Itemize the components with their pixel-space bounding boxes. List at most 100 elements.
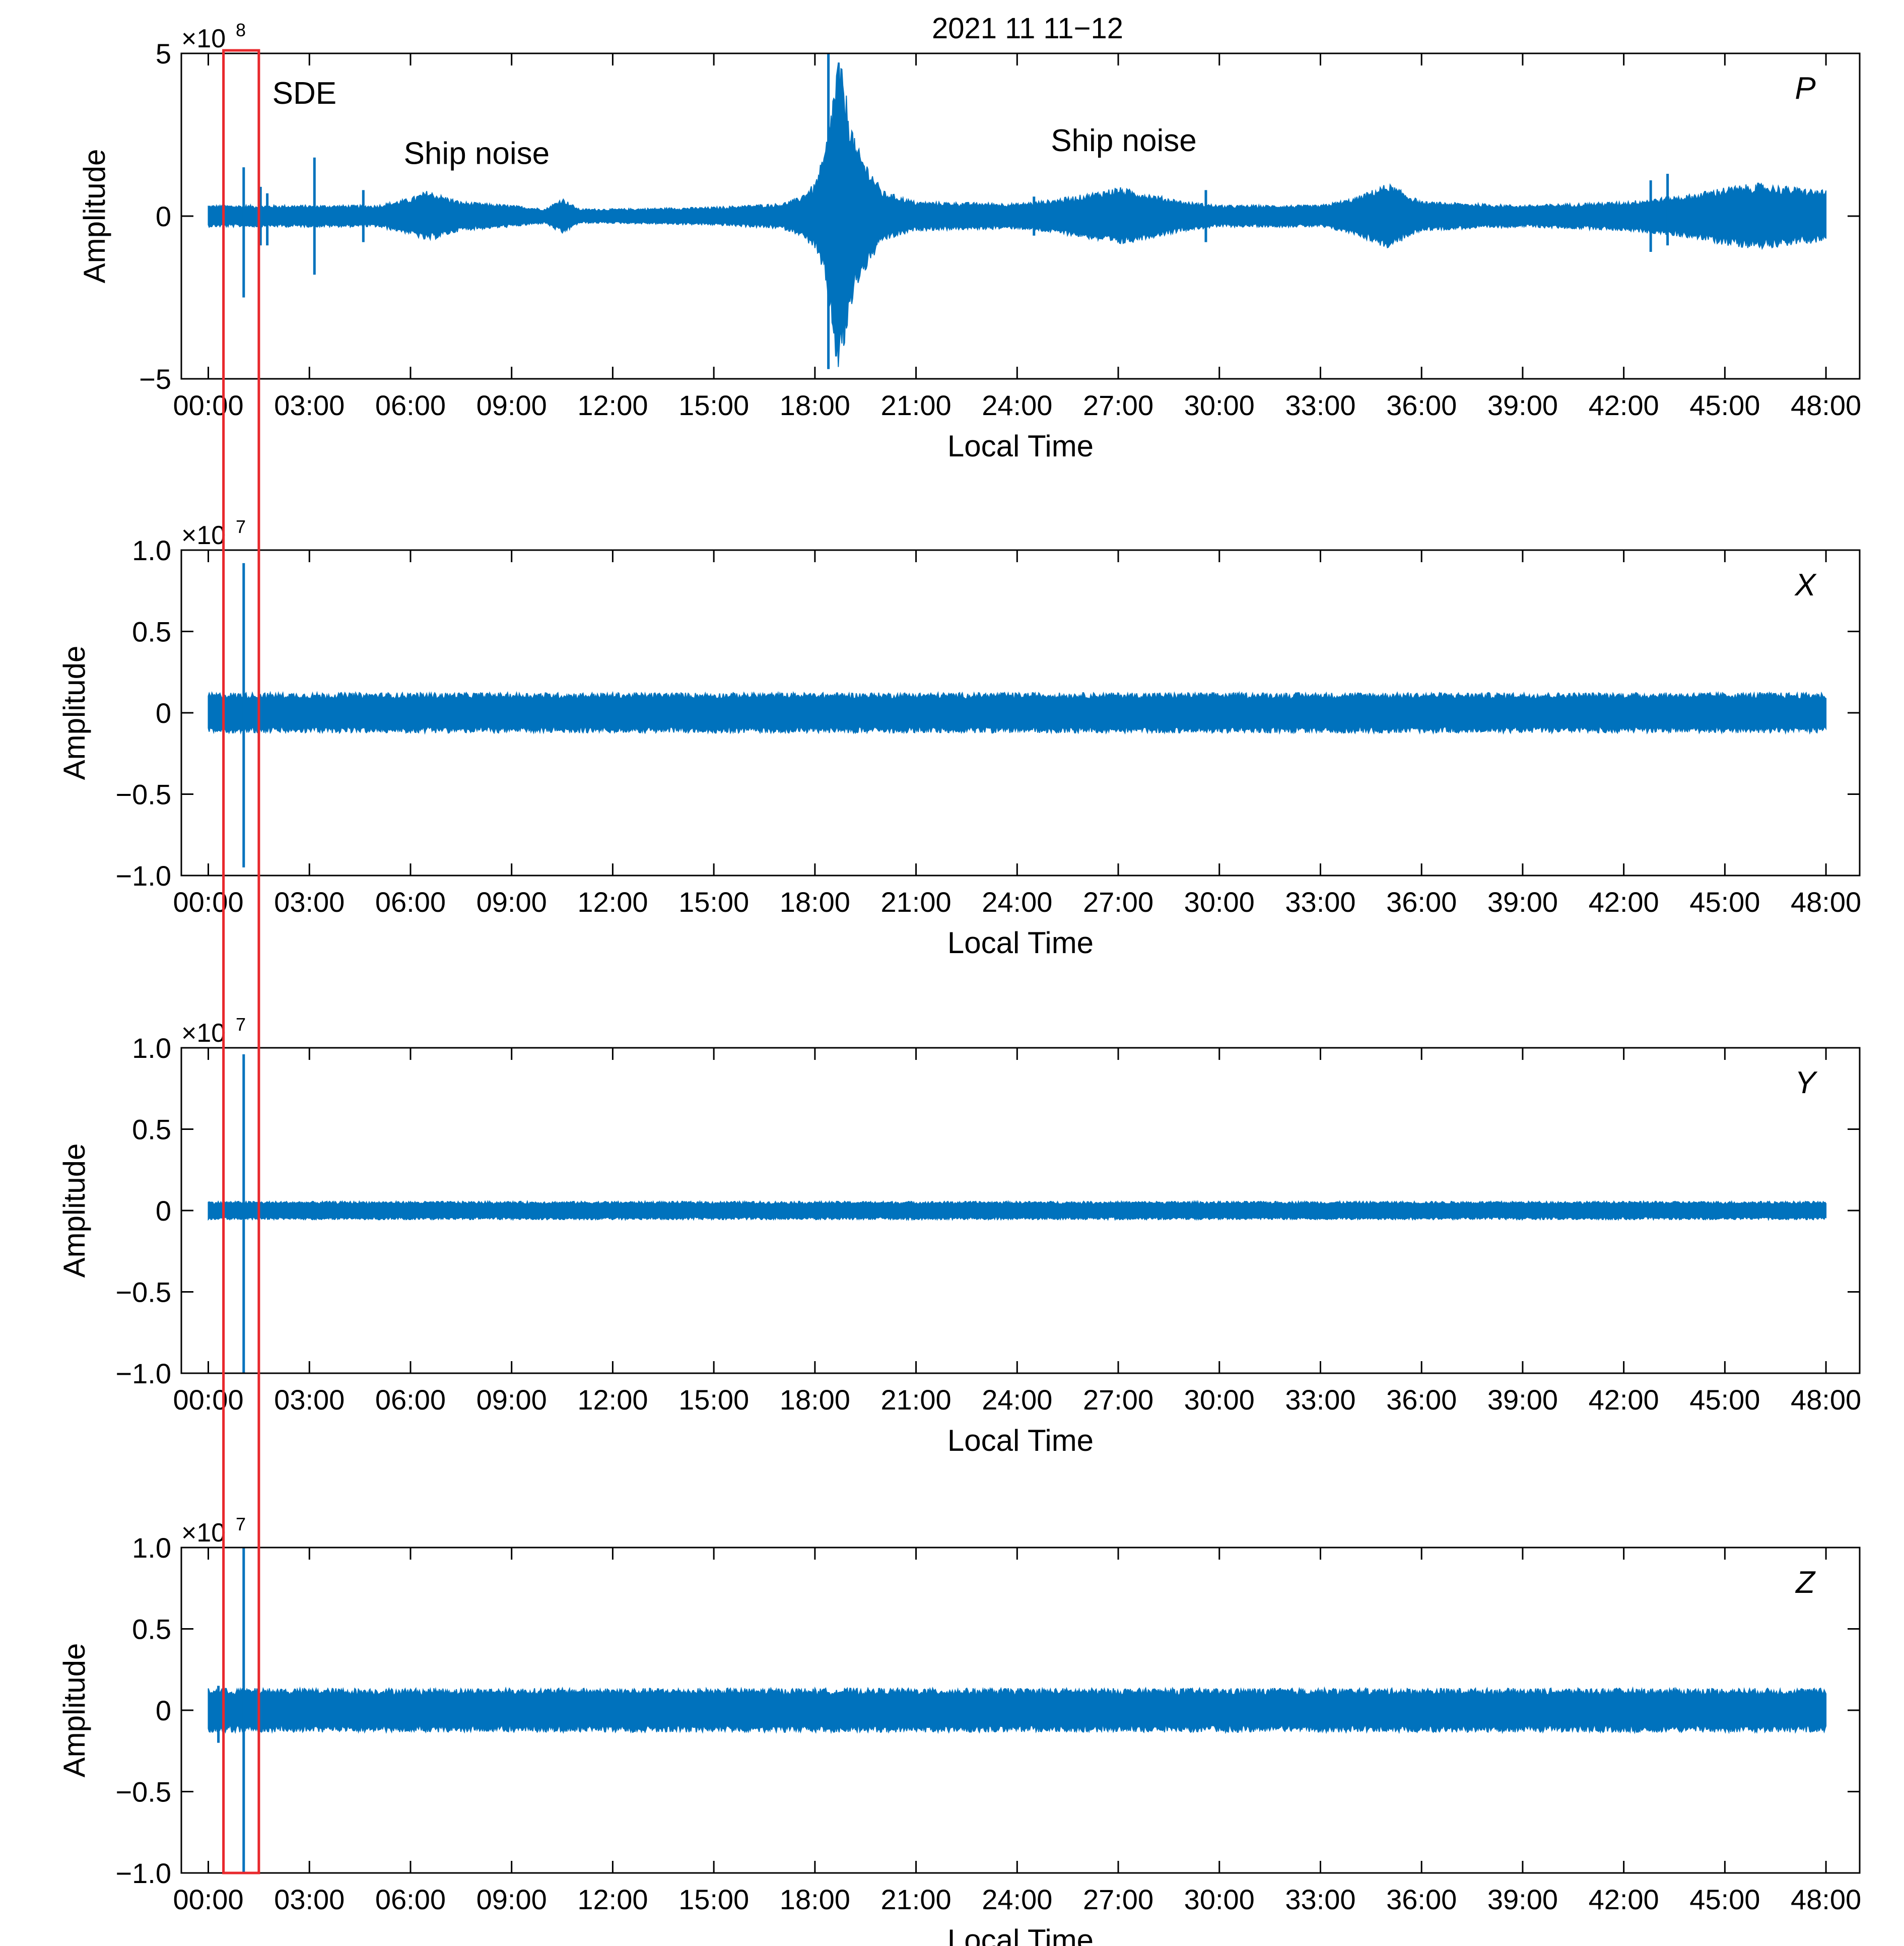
channel-label: Z	[1795, 1565, 1816, 1600]
x-tick-label: 24:00	[982, 1384, 1052, 1416]
y-axis-label: Amplitude	[57, 646, 91, 780]
x-tick-label: 39:00	[1487, 389, 1558, 421]
y-tick-label: −1.0	[115, 1358, 171, 1389]
noise-band-fill	[208, 62, 1827, 367]
noise-band	[208, 53, 1827, 369]
y-exponent-power: 7	[236, 1014, 246, 1035]
noise-band-fill	[208, 1199, 1827, 1222]
x-tick-label: 21:00	[881, 1884, 951, 1915]
x-tick-label: 45:00	[1689, 389, 1760, 421]
y-tick-label: 0	[156, 1695, 171, 1726]
x-tick-label: 36:00	[1386, 1384, 1457, 1416]
x-tick-label: 39:00	[1487, 1384, 1558, 1416]
x-tick-label: 24:00	[982, 1884, 1052, 1915]
x-axis-label: Local Time	[947, 926, 1094, 960]
y-exponent-power: 7	[236, 516, 246, 537]
panel-x: 00:00 03:00 06:00 09:00 12:00 15:00 18:00 21:00…	[57, 516, 1861, 960]
x-tick-label: 12:00	[577, 1384, 648, 1416]
x-tick-label: 45:00	[1689, 1884, 1760, 1915]
y-tick-label: 0	[156, 1195, 171, 1227]
x-tick-label: 36:00	[1386, 389, 1457, 421]
x-tick-label: 00:00	[173, 1384, 243, 1416]
noise-band	[208, 563, 1827, 867]
x-tick-label: 18:00	[780, 1384, 850, 1416]
annotation-1: Ship noise	[404, 137, 550, 171]
x-tick-label: 09:00	[477, 1884, 547, 1915]
x-tick-label: 39:00	[1487, 886, 1558, 918]
channel-label: P	[1795, 71, 1815, 106]
x-tick-label: 00:00	[173, 886, 243, 918]
x-tick-label: 00:00	[173, 389, 243, 421]
x-tick-label: 30:00	[1184, 886, 1255, 918]
x-tick-label: 21:00	[881, 389, 951, 421]
x-tick-label: 06:00	[375, 389, 446, 421]
x-tick-label: 33:00	[1285, 1884, 1355, 1915]
y-exponent-label: ×10	[181, 521, 226, 550]
y-tick-label: −1.0	[115, 860, 171, 892]
x-tick-label: 27:00	[1083, 389, 1153, 421]
panel-z: 00:00 03:00 06:00 09:00 12:00 15:00 18:00 21:00…	[57, 1514, 1861, 1946]
y-tick-label: −0.5	[115, 779, 171, 811]
x-tick-label: 36:00	[1386, 1884, 1457, 1915]
y-exponent-label: ×10	[181, 24, 226, 53]
noise-band	[208, 1548, 1827, 1873]
y-tick-label: 0	[156, 697, 171, 729]
x-tick-label: 12:00	[577, 389, 648, 421]
y-tick-label: −0.5	[115, 1277, 171, 1308]
y-exponent-power: 8	[236, 20, 246, 40]
x-tick-label: 36:00	[1386, 886, 1457, 918]
x-tick-label: 18:00	[780, 1884, 850, 1915]
noise-band-fill	[208, 1686, 1827, 1734]
y-axis-label: Amplitude	[57, 1643, 91, 1778]
x-tick-label: 12:00	[577, 886, 648, 918]
x-tick-label: 30:00	[1184, 1384, 1255, 1416]
x-tick-label: 06:00	[375, 1384, 446, 1416]
x-tick-label: 48:00	[1791, 1884, 1861, 1915]
x-tick-label: 39:00	[1487, 1884, 1558, 1915]
x-axis-label: Local Time	[947, 429, 1094, 463]
x-tick-label: 45:00	[1689, 1384, 1760, 1416]
panel-y: 00:00 03:00 06:00 09:00 12:00 15:00 18:00 21:00…	[57, 1014, 1861, 1457]
highlight-layer	[222, 49, 260, 1874]
y-tick-label: −1.0	[115, 1857, 171, 1889]
y-tick-label: 1.0	[132, 534, 171, 566]
x-tick-label: 48:00	[1791, 389, 1861, 421]
y-tick-label: 0.5	[132, 1114, 171, 1146]
x-tick-label: 03:00	[274, 389, 345, 421]
x-tick-label: 09:00	[477, 389, 547, 421]
x-tick-label: 42:00	[1589, 1884, 1659, 1915]
y-tick-label: 1.0	[132, 1032, 171, 1064]
x-tick-label: 30:00	[1184, 389, 1255, 421]
x-tick-label: 18:00	[780, 886, 850, 918]
x-tick-label: 42:00	[1589, 1384, 1659, 1416]
x-tick-label: 06:00	[375, 1884, 446, 1915]
x-tick-label: 09:00	[477, 1384, 547, 1416]
x-tick-label: 24:00	[982, 886, 1052, 918]
x-tick-label: 03:00	[274, 1384, 345, 1416]
x-tick-label: 03:00	[274, 1884, 345, 1915]
sde-highlight-box	[222, 49, 260, 1874]
y-tick-label: −0.5	[115, 1776, 171, 1808]
x-axis-label: Local Time	[947, 1424, 1094, 1457]
panel-p: 00:00 03:00 06:00 09:00 12:00 15:00 18:00 21:00…	[78, 20, 1861, 463]
x-tick-label: 42:00	[1589, 886, 1659, 918]
y-tick-label: 0.5	[132, 1614, 171, 1645]
channel-label: X	[1794, 568, 1817, 602]
x-tick-label: 21:00	[881, 886, 951, 918]
chart-title: 2021 11 11−12	[932, 12, 1123, 45]
x-tick-label: 21:00	[881, 1384, 951, 1416]
x-tick-label: 27:00	[1083, 1884, 1153, 1915]
x-tick-label: 15:00	[678, 1884, 749, 1915]
x-tick-label: 42:00	[1589, 389, 1659, 421]
x-tick-label: 06:00	[375, 886, 446, 918]
annotation-2: Ship noise	[1051, 123, 1197, 158]
x-tick-label: 15:00	[678, 886, 749, 918]
x-tick-label: 24:00	[982, 389, 1052, 421]
x-tick-label: 12:00	[577, 1884, 648, 1915]
y-axis-label: Amplitude	[78, 149, 111, 284]
x-tick-label: 48:00	[1791, 886, 1861, 918]
x-tick-label: 33:00	[1285, 886, 1355, 918]
x-tick-label: 09:00	[477, 886, 547, 918]
